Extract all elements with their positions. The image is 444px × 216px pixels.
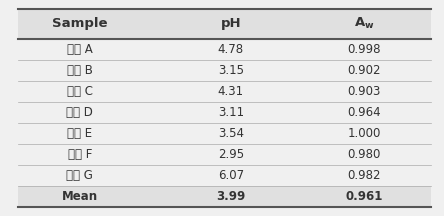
Text: pH: pH	[221, 17, 241, 30]
Text: 0.998: 0.998	[347, 43, 381, 56]
Text: 3.99: 3.99	[216, 190, 246, 203]
Text: Sample: Sample	[52, 17, 107, 30]
Text: 4.31: 4.31	[218, 85, 244, 98]
Text: 2.95: 2.95	[218, 148, 244, 161]
Text: 소스 A: 소스 A	[67, 43, 93, 56]
Text: 소스 D: 소스 D	[67, 106, 93, 119]
Text: 0.902: 0.902	[347, 64, 381, 77]
Text: 3.54: 3.54	[218, 127, 244, 140]
Text: 0.961: 0.961	[345, 190, 383, 203]
Text: 소스 B: 소스 B	[67, 64, 93, 77]
Text: 0.982: 0.982	[347, 169, 381, 182]
Text: 1.000: 1.000	[347, 127, 381, 140]
Text: 소스 G: 소스 G	[67, 169, 93, 182]
Bar	[18, 186, 431, 207]
Text: 소스 E: 소스 E	[67, 127, 92, 140]
Text: 6.07: 6.07	[218, 169, 244, 182]
Text: 0.903: 0.903	[347, 85, 381, 98]
Bar	[18, 9, 431, 39]
Text: $\mathbf{A_w}$: $\mathbf{A_w}$	[354, 16, 374, 31]
Text: 소스 C: 소스 C	[67, 85, 93, 98]
Text: 소스 F: 소스 F	[68, 148, 92, 161]
Text: 3.11: 3.11	[218, 106, 244, 119]
Text: Mean: Mean	[62, 190, 98, 203]
Text: 3.15: 3.15	[218, 64, 244, 77]
Text: 0.980: 0.980	[347, 148, 381, 161]
Text: 0.964: 0.964	[347, 106, 381, 119]
Text: 4.78: 4.78	[218, 43, 244, 56]
